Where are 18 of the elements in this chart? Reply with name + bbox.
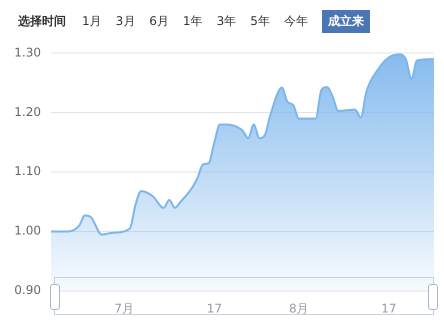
x-tick-label: 8月 — [289, 301, 309, 316]
x-tick-label: 17 — [381, 301, 397, 316]
x-tick-label: 7月 — [114, 301, 134, 316]
y-tick-label: 1.10 — [14, 164, 41, 178]
text: 1月 — [82, 13, 102, 30]
text: 3年 — [216, 13, 236, 30]
text: 今年 — [284, 13, 308, 30]
y-tick-label: 1.00 — [14, 224, 41, 238]
text: 5年 — [250, 13, 270, 30]
text: 选择时间 — [18, 13, 66, 30]
y-tick-label: 1.30 — [14, 45, 41, 60]
y-tick-label: 0.90 — [14, 283, 41, 298]
text: 6月 — [149, 13, 169, 30]
text: 1年 — [182, 13, 203, 30]
text: 成立来 — [322, 10, 370, 33]
y-tick-label: 1.20 — [14, 104, 41, 119]
text: 3月 — [116, 13, 136, 30]
x-tick-label: 17 — [206, 301, 222, 316]
